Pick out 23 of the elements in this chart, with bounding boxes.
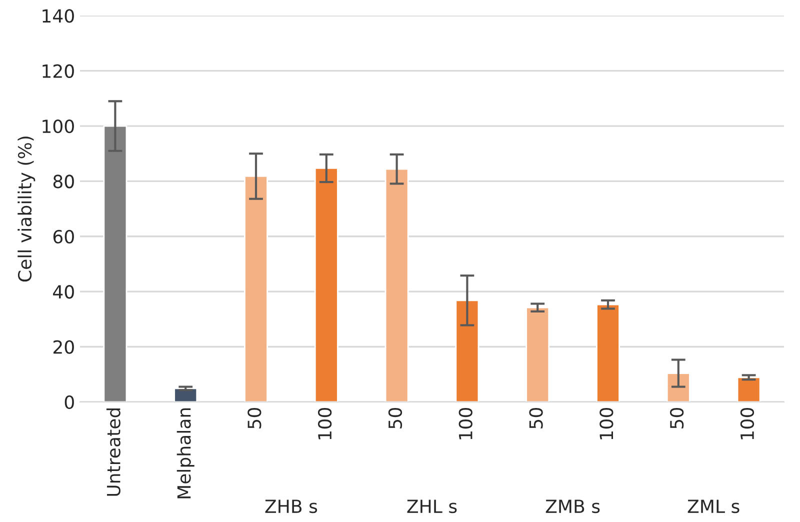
x-tick-label: 100 [458,408,472,440]
x-tick-label: 100 [740,408,754,440]
x-tick-label: Melphalan [176,408,194,498]
x-tick-label: 50 [248,408,262,428]
text: ZMB s [546,500,600,514]
y-tick-label: 0 [64,395,74,410]
y-tick-label: 140 [42,9,74,23]
x-tick-label: 100 [600,408,614,440]
text: ZHL s [407,500,457,514]
x-tick-label: 50 [529,408,543,428]
y-axis-title: Cell viability (%) [18,136,36,282]
y-tick-label: 60 [53,230,74,244]
y-tick-label: 100 [42,119,74,134]
y-tick-label: 120 [42,64,74,78]
y-tick-label: 80 [53,174,74,188]
text: ZHB s [265,500,318,514]
y-tick-label: 20 [53,340,74,354]
y-tick-label: 40 [53,285,74,299]
x-tick-label: Untreated [106,408,120,496]
x-tick-label: 50 [388,408,402,428]
x-tick-label: 50 [670,408,684,428]
x-tick-label: 100 [318,408,332,440]
text: ZML s [688,500,740,514]
